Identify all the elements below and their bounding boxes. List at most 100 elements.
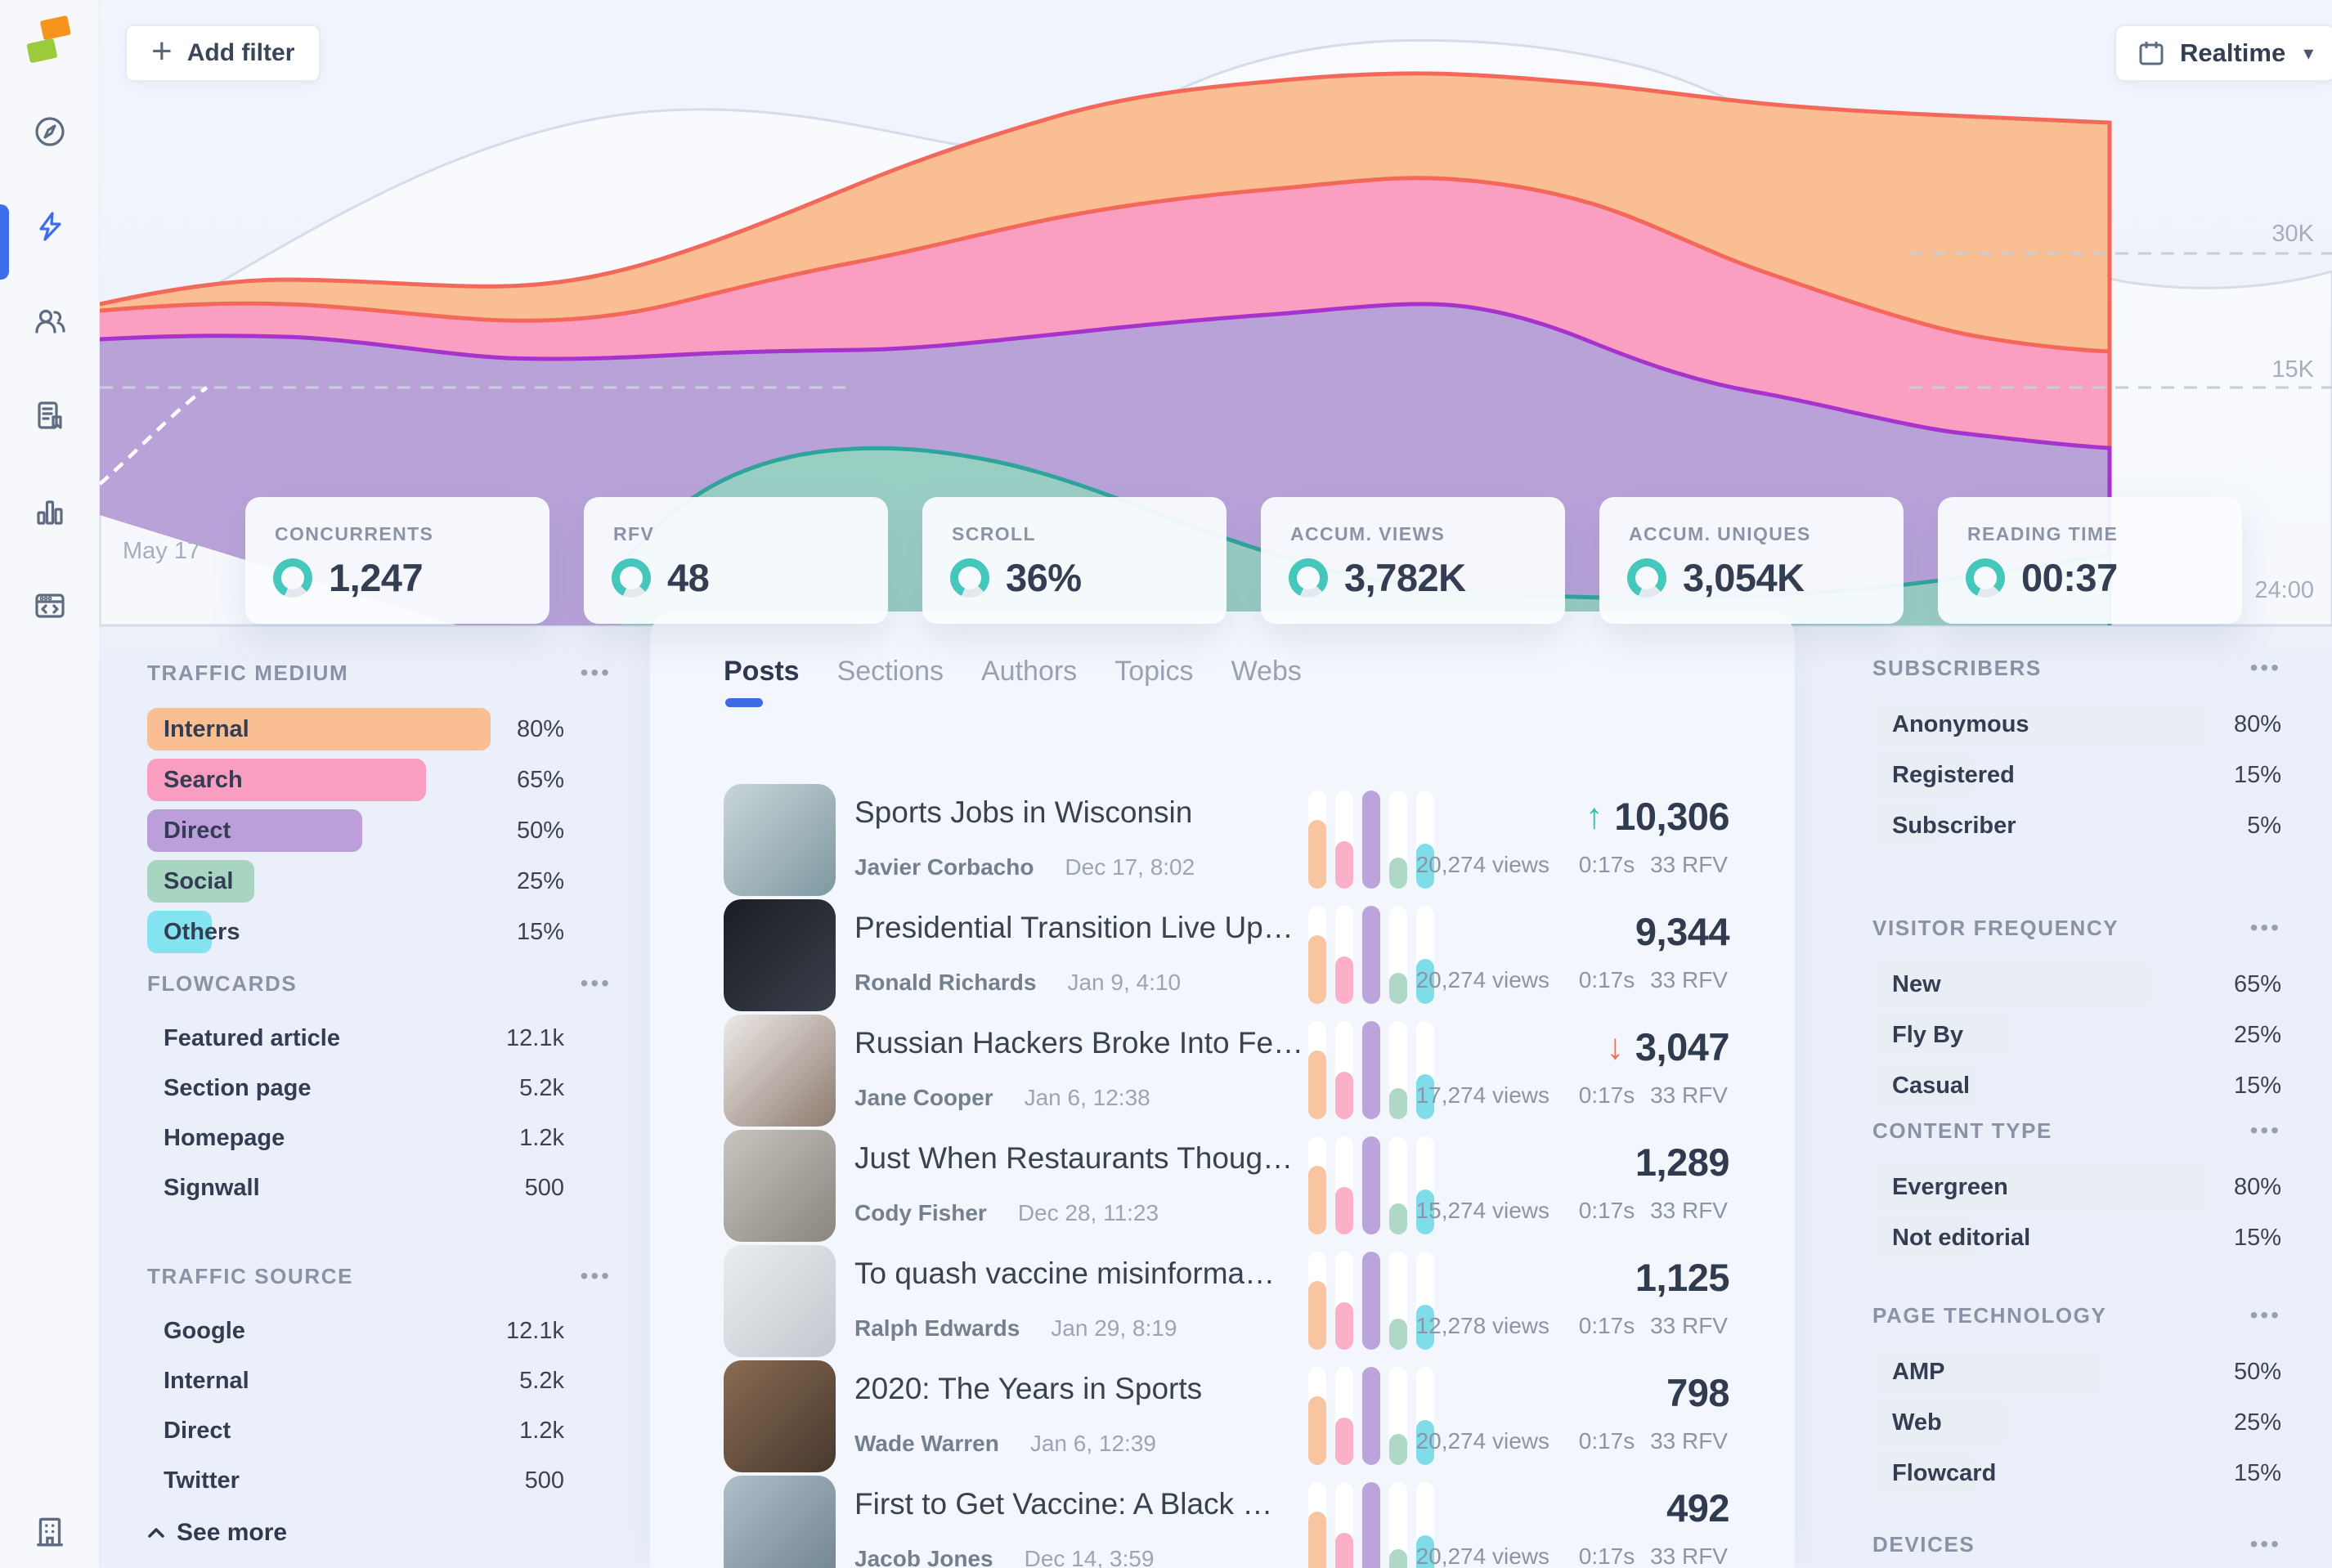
content-tabs: Posts Sections Authors Topics Webs [724, 656, 1302, 707]
audience-row-anonymous[interactable]: Anonymous 80% [1872, 703, 2281, 746]
audience-row-registered[interactable]: Registered 15% [1872, 754, 2281, 796]
audience-row-fly-by[interactable]: Fly By 25% [1872, 1014, 2281, 1056]
audience-row-evergreen[interactable]: Evergreen 80% [1872, 1166, 2281, 1208]
audience-row-new[interactable]: New 65% [1872, 963, 2281, 1006]
list-item-value: 1.2k [519, 1418, 564, 1444]
traffic-medium-bar [147, 860, 254, 903]
audience-label: Not editorial [1892, 1225, 2031, 1251]
date-range-button[interactable]: Realtime ▾ [2114, 25, 2332, 82]
traffic-medium-label: Search [164, 767, 243, 793]
tab-authors[interactable]: Authors [981, 656, 1077, 707]
post-row-first-to-get-vaccine-a-black[interactable]: First to Get Vaccine: A Black … Jacob Jo… [724, 1474, 1729, 1568]
audience-row-web[interactable]: Web 25% [1872, 1401, 2281, 1444]
post-views: 20,274 views [1415, 1543, 1549, 1568]
flowcard-row-homepage[interactable]: Homepage 1.2k [147, 1113, 612, 1163]
tab-posts[interactable]: Posts [724, 656, 800, 707]
section-title: PAGE TECHNOLOGY [1872, 1302, 2107, 1328]
traffic-medium-label: Others [164, 919, 240, 945]
posts-list: Sports Jobs in Wisconsin Javier Corbacho… [724, 782, 1730, 1568]
traffic-source-list: Google 12.1k Internal 5.2k Direct 1.2k T… [147, 1306, 612, 1506]
bar-chart-icon [37, 500, 63, 525]
audience-row-amp[interactable]: AMP 50% [1872, 1351, 2281, 1393]
traffic-source-title: TRAFFIC SOURCE [147, 1263, 354, 1288]
post-row-2020-the-years-in-sports[interactable]: 2020: The Years in Sports Wade Warren Ja… [724, 1359, 1729, 1474]
x-axis-start-label: May 17 [123, 538, 201, 564]
y-axis-tick-15k: 15K [2271, 356, 2314, 383]
app-logo[interactable] [21, 11, 77, 70]
post-views: 17,274 views [1415, 1082, 1549, 1108]
post-rfv: 33 RFV [1650, 1198, 1728, 1223]
overflow-menu-icon[interactable]: ••• [580, 660, 612, 685]
flowcard-row-signwall[interactable]: Signwall 500 [147, 1163, 612, 1213]
sidebar-item-code[interactable] [0, 589, 100, 623]
see-more-link[interactable]: See more [147, 1519, 612, 1547]
section-subscribers: SUBSCRIBERS ••• Anonymous 80% Registered… [1872, 654, 2281, 847]
sidebar-item-building[interactable] [0, 1514, 100, 1550]
audience-label: New [1892, 971, 1941, 997]
traffic-medium-row-others[interactable]: Others 15% [147, 911, 612, 953]
traffic-medium-row-search[interactable]: Search 65% [147, 759, 612, 801]
overflow-menu-icon[interactable]: ••• [580, 1263, 612, 1288]
post-sparkline-bars [1308, 1252, 1434, 1350]
sidebar-item-compass[interactable] [0, 114, 100, 149]
tab-label: Posts [724, 656, 800, 687]
stat-value: 3,782K [1344, 556, 1466, 599]
post-title: 2020: The Years in Sports [854, 1372, 1203, 1405]
audience-row-casual[interactable]: Casual 15% [1872, 1064, 2281, 1107]
post-row-russian-hackers-broke-into-fe[interactable]: Russian Hackers Broke Into Fe… Jane Coop… [724, 1013, 1730, 1128]
traffic-source-row-google[interactable]: Google 12.1k [147, 1306, 612, 1356]
tab-topics[interactable]: Topics [1114, 656, 1193, 707]
x-axis-end-label: 24:00 [2254, 577, 2314, 603]
traffic-source-row-internal[interactable]: Internal 5.2k [147, 1356, 612, 1406]
add-filter-button[interactable]: + Add filter [125, 25, 321, 82]
flowcard-row-featured-article[interactable]: Featured article 12.1k [147, 1014, 612, 1064]
overflow-menu-icon[interactable]: ••• [2249, 655, 2281, 680]
tab-label: Topics [1114, 656, 1194, 687]
sidebar-item-users[interactable] [0, 304, 100, 338]
progress-ring-icon [1627, 558, 1666, 598]
date-range-label: Realtime [2180, 38, 2286, 67]
post-score: ↓ 3,047 [1606, 1024, 1729, 1069]
audience-row-subscriber[interactable]: Subscriber 5% [1872, 804, 2281, 847]
post-row-presidential-transition-live-up[interactable]: Presidential Transition Live Up… Ronald … [724, 898, 1730, 1013]
sidebar-item-flash[interactable] [0, 209, 100, 244]
audience-row-not-editorial[interactable]: Not editorial 15% [1872, 1216, 2281, 1259]
overflow-menu-icon[interactable]: ••• [2249, 1302, 2281, 1328]
post-views: 20,274 views [1415, 1428, 1549, 1454]
post-date: Jan 6, 12:38 [1024, 1085, 1150, 1110]
progress-ring-icon [1966, 558, 2005, 598]
sidebar-item-chart[interactable] [0, 494, 100, 528]
traffic-medium-row-direct[interactable]: Direct 50% [147, 809, 612, 852]
post-sparkline-bars [1308, 906, 1434, 1004]
audience-bar [1872, 1216, 1975, 1259]
list-item-value: 500 [524, 1175, 564, 1201]
progress-ring-icon [612, 558, 651, 598]
overflow-menu-icon[interactable]: ••• [580, 970, 612, 996]
post-author: Javier Corbacho [854, 854, 1034, 880]
post-duration: 0:17s [1578, 1313, 1635, 1338]
list-item-value: 1.2k [519, 1125, 564, 1151]
traffic-source-row-direct[interactable]: Direct 1.2k [147, 1406, 612, 1456]
traffic-source-row-twitter[interactable]: Twitter 500 [147, 1456, 612, 1506]
traffic-medium-row-internal[interactable]: Internal 80% [147, 708, 612, 750]
overflow-menu-icon[interactable]: ••• [2249, 1118, 2281, 1143]
audience-label: Registered [1892, 762, 2015, 788]
content-panel: Posts Sections Authors Topics Webs Sport… [650, 612, 1795, 1568]
sidebar-item-pages[interactable] [0, 399, 100, 433]
post-row-just-when-restaurants-thoug[interactable]: Just When Restaurants Thoug… Cody Fisher… [724, 1128, 1730, 1243]
stat-card-concurrents: CONCURRENTS 1,247 [245, 497, 549, 624]
post-row-to-quash-vaccine-misinforma[interactable]: To quash vaccine misinforma… Ralph Edwar… [724, 1243, 1730, 1359]
audience-percent: 80% [2233, 1174, 2281, 1200]
flowcard-row-section-page[interactable]: Section page 5.2k [147, 1064, 612, 1113]
tab-webs[interactable]: Webs [1231, 656, 1302, 707]
tab-label: Webs [1231, 656, 1302, 687]
post-row-sports-jobs-in-wisconsin[interactable]: Sports Jobs in Wisconsin Javier Corbacho… [724, 782, 1729, 898]
sidebar [0, 0, 100, 1568]
overflow-menu-icon[interactable]: ••• [2249, 1531, 2281, 1557]
post-rfv: 33 RFV [1650, 852, 1728, 877]
audience-row-flowcard[interactable]: Flowcard 15% [1872, 1452, 2281, 1494]
overflow-menu-icon[interactable]: ••• [2249, 915, 2281, 940]
traffic-medium-row-social[interactable]: Social 25% [147, 860, 612, 903]
stat-label: READING TIME [1967, 523, 2119, 544]
tab-sections[interactable]: Sections [837, 656, 944, 707]
